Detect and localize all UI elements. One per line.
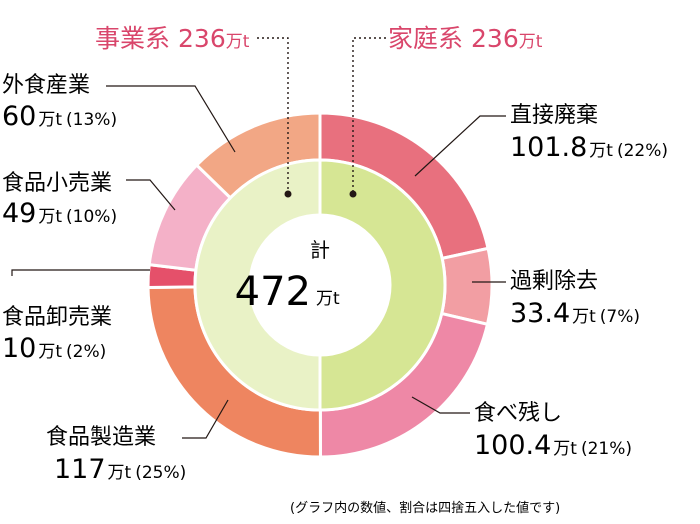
group-marker-dot-household bbox=[349, 190, 357, 198]
label-value-seizou: 117 万t (25%) bbox=[54, 454, 186, 485]
leader-chokusetsu bbox=[414, 115, 506, 177]
total-value: 472 bbox=[235, 269, 311, 315]
leader-kouri bbox=[126, 179, 176, 211]
group-title-household: 家庭系 236万t bbox=[388, 24, 543, 53]
label-name-seizou: 食品製造業 bbox=[46, 425, 156, 450]
group-title-business: 事業系 236万t bbox=[95, 24, 250, 53]
label-name-kajo: 過剰除去 bbox=[510, 269, 598, 294]
outer-slice-1 bbox=[439, 246, 494, 327]
footnote: (グラフ内の数値、割合は四捨五入した値です) bbox=[290, 500, 560, 516]
leader-seizou bbox=[182, 399, 229, 439]
donut-hole bbox=[249, 214, 391, 356]
leader-tabenokoshi bbox=[411, 396, 470, 414]
label-name-kouri: 食品小売業 bbox=[2, 171, 112, 196]
label-name-chokusetsu: 直接廃棄 bbox=[510, 103, 598, 128]
group-marker-household bbox=[352, 37, 386, 192]
group-markers bbox=[257, 37, 386, 192]
label-value-kouri: 49 万t (10%) bbox=[2, 198, 117, 229]
group-marker-dot-business bbox=[284, 190, 292, 198]
rings bbox=[146, 111, 494, 459]
label-name-gaishoku: 外食産業 bbox=[2, 73, 90, 98]
label-name-oroshi: 食品卸売業 bbox=[2, 305, 112, 330]
total-label: 計 bbox=[310, 238, 330, 262]
label-value-oroshi: 10 万t (2%) bbox=[2, 333, 106, 364]
label-value-tabenokoshi: 100.4 万t (21%) bbox=[474, 430, 632, 461]
leader-lines bbox=[11, 85, 506, 439]
label-value-chokusetsu: 101.8 万t (22%) bbox=[510, 132, 668, 163]
label-name-tabenokoshi: 食べ残し bbox=[474, 401, 562, 426]
label-value-kajo: 33.4 万t (7%) bbox=[510, 298, 640, 329]
label-value-gaishoku: 60 万t (13%) bbox=[2, 101, 117, 132]
leader-oroshi bbox=[11, 269, 150, 276]
leader-gaishoku bbox=[106, 85, 236, 153]
group-marker-business bbox=[257, 37, 289, 192]
total-unit: 万t bbox=[316, 289, 340, 309]
